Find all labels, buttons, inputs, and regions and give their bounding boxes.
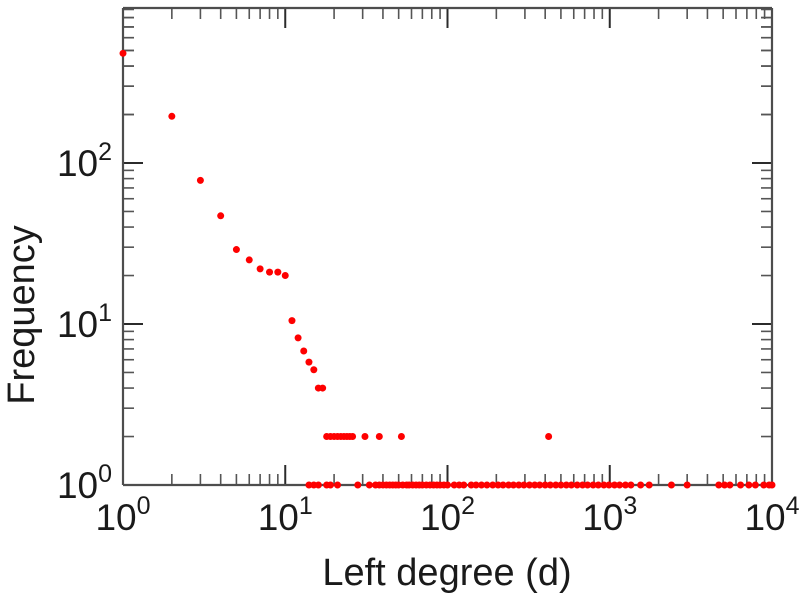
data-point — [168, 112, 176, 120]
y-tick-label-2: 102 — [57, 138, 112, 184]
data-point — [450, 481, 458, 489]
data-point — [274, 268, 282, 276]
data-point — [531, 481, 539, 489]
data-point — [637, 481, 645, 489]
data-point — [768, 481, 776, 489]
y-axis-title: Frequency — [1, 225, 43, 405]
data-point — [349, 433, 357, 441]
data-point — [494, 481, 502, 489]
data-point — [745, 481, 753, 489]
data-point — [751, 481, 759, 489]
data-point — [589, 481, 597, 489]
data-point — [361, 433, 369, 441]
data-point — [594, 481, 602, 489]
data-point — [515, 481, 523, 489]
data-point — [541, 481, 549, 489]
minor-tick-marks — [123, 8, 772, 485]
data-point — [683, 481, 691, 489]
x-tick-label-4: 104 — [744, 492, 799, 538]
data-point — [365, 481, 373, 489]
data-point — [509, 481, 517, 489]
data-point — [737, 481, 745, 489]
data-point — [319, 384, 327, 392]
data-point — [536, 481, 544, 489]
data-point — [305, 481, 313, 489]
data-point — [288, 317, 296, 325]
data-point — [472, 481, 480, 489]
data-point — [444, 481, 451, 489]
data-point — [483, 481, 491, 489]
data-point — [611, 481, 619, 489]
data-point — [326, 481, 334, 489]
data-point — [310, 366, 318, 374]
data-point — [584, 481, 592, 489]
x-tick-label-2: 102 — [420, 492, 475, 538]
data-point — [545, 433, 553, 441]
data-point — [300, 347, 308, 355]
data-point — [557, 481, 565, 489]
y-tick-label-1: 101 — [57, 299, 112, 345]
data-point — [645, 481, 653, 489]
data-point — [196, 176, 204, 184]
x-tick-label-3: 103 — [582, 492, 637, 538]
data-point — [546, 481, 554, 489]
data-point — [605, 481, 613, 489]
data-point — [334, 481, 342, 489]
data-point — [562, 481, 570, 489]
data-point — [119, 49, 127, 57]
data-point — [667, 481, 675, 489]
data-point — [726, 481, 734, 489]
data-point — [314, 481, 322, 489]
data-point — [467, 481, 475, 489]
data-point — [627, 481, 635, 489]
data-point — [573, 481, 581, 489]
data-point — [552, 481, 560, 489]
data-point — [489, 481, 497, 489]
x-tick-labels: 100 101 102 103 104 — [95, 492, 799, 538]
data-point — [477, 481, 485, 489]
data-point — [305, 358, 313, 366]
data-point — [760, 481, 768, 489]
data-point — [600, 481, 608, 489]
data-point — [232, 246, 240, 254]
data-point — [579, 481, 587, 489]
data-point — [281, 272, 289, 280]
y-tick-label-0: 100 — [57, 460, 112, 506]
data-point — [525, 481, 533, 489]
x-tick-label-1: 101 — [258, 492, 313, 538]
data-point — [621, 481, 629, 489]
data-point — [294, 334, 302, 342]
data-point — [217, 212, 225, 220]
x-tick-label-0: 100 — [95, 492, 150, 538]
data-point — [256, 265, 264, 273]
data-points-layer — [119, 49, 776, 489]
data-point — [567, 481, 575, 489]
data-point — [354, 481, 362, 489]
data-point — [505, 481, 513, 489]
data-point — [266, 268, 274, 276]
data-point — [375, 433, 383, 441]
y-tick-labels: 100 101 102 — [57, 138, 112, 506]
data-point — [715, 481, 723, 489]
data-point — [616, 481, 624, 489]
x-axis-title: Left degree (d) — [322, 552, 571, 594]
data-point — [397, 433, 405, 441]
data-point — [499, 481, 507, 489]
data-point — [721, 481, 729, 489]
data-point — [460, 481, 468, 489]
data-point — [245, 256, 253, 264]
data-point — [520, 481, 528, 489]
